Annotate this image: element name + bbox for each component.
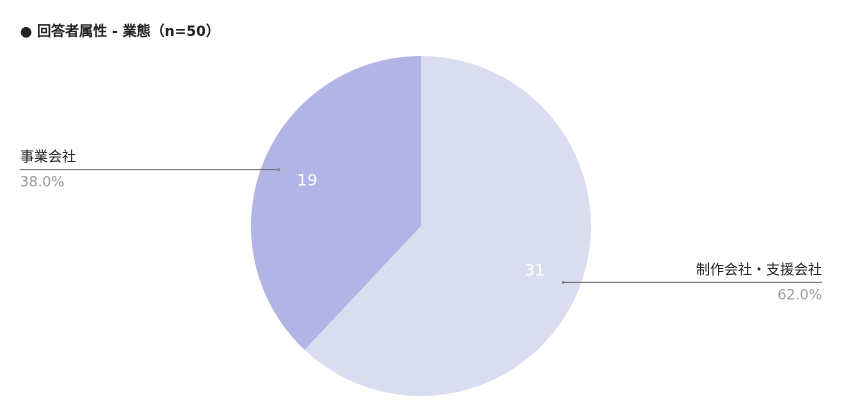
percent-label: 38.0% xyxy=(20,175,64,191)
legend-label: 事業会社 xyxy=(20,150,76,166)
pie-slice xyxy=(251,56,421,350)
legend-label: 制作会社・支援会社 xyxy=(696,262,822,278)
slice-value-label: 31 xyxy=(525,261,545,280)
callout-dot xyxy=(277,168,281,172)
callout-dot xyxy=(561,280,565,284)
pie-slice xyxy=(304,56,592,397)
percent-label: 62.0% xyxy=(778,287,822,303)
slice-value-label: 19 xyxy=(297,170,317,189)
chart-title: ● 回答者属性 - 業態（n=50） xyxy=(20,23,220,40)
